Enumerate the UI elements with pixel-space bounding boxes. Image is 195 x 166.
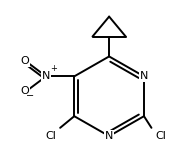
- Text: Cl: Cl: [46, 131, 57, 141]
- Text: N: N: [105, 131, 113, 141]
- Text: O: O: [20, 86, 29, 96]
- Text: N: N: [42, 71, 50, 81]
- Text: −: −: [26, 91, 34, 101]
- Text: O: O: [20, 56, 29, 66]
- Text: Cl: Cl: [155, 131, 166, 141]
- Text: N: N: [140, 71, 148, 81]
- Text: +: +: [50, 64, 57, 73]
